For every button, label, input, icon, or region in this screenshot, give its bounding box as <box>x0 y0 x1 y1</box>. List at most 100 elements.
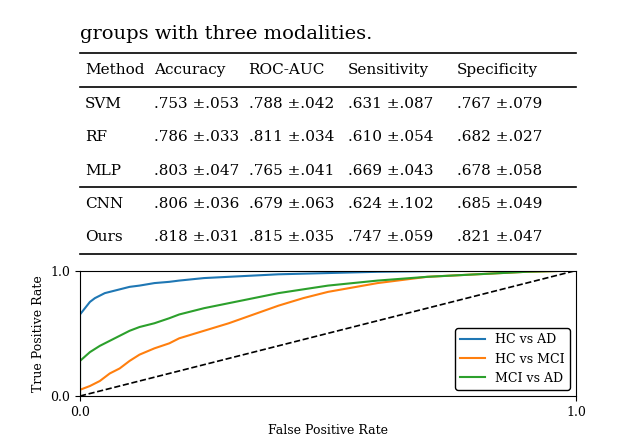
HC vs AD <box>523 268 531 273</box>
Text: MLP: MLP <box>85 164 121 178</box>
Text: .788 ±.042: .788 ±.042 <box>249 97 334 111</box>
HC vs MCI <box>275 303 282 308</box>
Text: SVM: SVM <box>85 97 122 111</box>
Text: Sensitivity: Sensitivity <box>348 63 429 77</box>
HC vs MCI <box>106 371 114 376</box>
HC vs MCI <box>125 358 134 364</box>
HC vs MCI <box>300 295 307 301</box>
HC vs AD <box>150 280 158 286</box>
Text: ROC-AUC: ROC-AUC <box>249 63 325 77</box>
HC vs MCI <box>250 312 257 317</box>
Text: Ours: Ours <box>85 231 123 244</box>
MCI vs AD <box>116 333 124 339</box>
Line: HC vs AD: HC vs AD <box>80 271 576 396</box>
HC vs AD <box>106 289 114 295</box>
Text: .610 ±.054: .610 ±.054 <box>348 130 433 144</box>
MCI vs AD <box>424 274 431 279</box>
Text: Accuracy: Accuracy <box>154 63 226 77</box>
MCI vs AD <box>165 316 173 321</box>
HC vs AD <box>91 295 99 301</box>
HC vs MCI <box>324 289 332 295</box>
HC vs AD <box>76 312 84 317</box>
Text: .631 ±.087: .631 ±.087 <box>348 97 433 111</box>
MCI vs AD <box>523 269 531 275</box>
X-axis label: False Positive Rate: False Positive Rate <box>268 425 388 437</box>
HC vs AD <box>250 273 257 278</box>
Text: Specificity: Specificity <box>457 63 538 77</box>
MCI vs AD <box>136 324 143 330</box>
HC vs MCI <box>116 366 124 371</box>
Text: groups with three modalities.: groups with three modalities. <box>80 25 372 43</box>
HC vs AD <box>125 284 134 290</box>
Text: .747 ±.059: .747 ±.059 <box>348 231 433 244</box>
MCI vs AD <box>96 343 104 348</box>
HC vs MCI <box>76 387 84 392</box>
Text: RF: RF <box>85 130 107 144</box>
Text: Method: Method <box>85 63 145 77</box>
MCI vs AD <box>106 338 114 344</box>
HC vs AD <box>76 393 84 399</box>
Text: .624 ±.102: .624 ±.102 <box>348 197 433 211</box>
Text: .679 ±.063: .679 ±.063 <box>249 197 334 211</box>
HC vs AD <box>275 271 282 277</box>
MCI vs AD <box>225 300 233 306</box>
Text: .803 ±.047: .803 ±.047 <box>154 164 239 178</box>
MCI vs AD <box>275 291 282 296</box>
HC vs MCI <box>165 341 173 346</box>
MCI vs AD <box>572 268 580 273</box>
HC vs MCI <box>572 268 580 273</box>
Text: .678 ±.058: .678 ±.058 <box>457 164 542 178</box>
Text: CNN: CNN <box>85 197 123 211</box>
HC vs MCI <box>96 378 104 384</box>
Text: .685 ±.049: .685 ±.049 <box>457 197 542 211</box>
HC vs AD <box>225 274 233 279</box>
MCI vs AD <box>125 328 134 333</box>
MCI vs AD <box>76 393 84 399</box>
HC vs AD <box>165 279 173 284</box>
MCI vs AD <box>374 278 381 283</box>
MCI vs AD <box>76 358 84 364</box>
HC vs MCI <box>200 328 208 333</box>
HC vs AD <box>136 283 143 288</box>
MCI vs AD <box>473 271 481 277</box>
Text: .669 ±.043: .669 ±.043 <box>348 164 433 178</box>
Line: MCI vs AD: MCI vs AD <box>80 271 576 396</box>
HC vs MCI <box>424 274 431 279</box>
Line: HC vs MCI: HC vs MCI <box>80 271 576 396</box>
HC vs AD <box>374 269 381 275</box>
MCI vs AD <box>175 312 183 317</box>
HC vs MCI <box>136 352 143 357</box>
HC vs MCI <box>150 346 158 351</box>
Y-axis label: True Positive Rate: True Positive Rate <box>32 275 45 392</box>
HC vs MCI <box>175 336 183 341</box>
Text: .821 ±.047: .821 ±.047 <box>457 231 542 244</box>
MCI vs AD <box>324 283 332 288</box>
HC vs MCI <box>86 383 94 388</box>
Text: .815 ±.035: .815 ±.035 <box>249 231 334 244</box>
HC vs MCI <box>76 393 84 399</box>
HC vs AD <box>324 271 332 276</box>
HC vs AD <box>116 287 124 292</box>
Text: .767 ±.079: .767 ±.079 <box>457 97 542 111</box>
Text: .753 ±.053: .753 ±.053 <box>154 97 239 111</box>
Text: .682 ±.027: .682 ±.027 <box>457 130 542 144</box>
HC vs AD <box>175 278 183 283</box>
HC vs MCI <box>374 280 381 286</box>
HC vs MCI <box>523 269 531 275</box>
HC vs AD <box>572 268 580 273</box>
MCI vs AD <box>250 295 257 301</box>
Text: .806 ±.036: .806 ±.036 <box>154 197 240 211</box>
HC vs AD <box>473 268 481 274</box>
HC vs MCI <box>473 271 481 277</box>
MCI vs AD <box>86 349 94 355</box>
MCI vs AD <box>150 320 158 326</box>
HC vs AD <box>96 293 104 298</box>
HC vs AD <box>424 268 431 274</box>
Legend: HC vs AD, HC vs MCI, MCI vs AD: HC vs AD, HC vs MCI, MCI vs AD <box>455 328 570 390</box>
Text: .786 ±.033: .786 ±.033 <box>154 130 239 144</box>
Text: .818 ±.031: .818 ±.031 <box>154 231 239 244</box>
HC vs MCI <box>225 320 233 326</box>
HC vs AD <box>101 291 109 296</box>
HC vs AD <box>200 275 208 281</box>
HC vs AD <box>86 299 94 304</box>
